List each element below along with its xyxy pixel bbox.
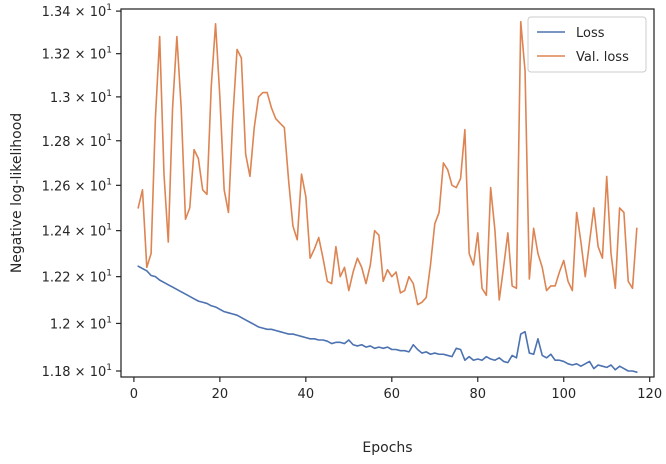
x-tick-label: 20 bbox=[212, 387, 229, 402]
x-tick-label: 100 bbox=[551, 387, 576, 402]
y-tick-label: 1.22 × 101 bbox=[42, 269, 112, 286]
y-tick-label: 1.34 × 101 bbox=[42, 3, 112, 20]
series-line-loss bbox=[137, 265, 638, 374]
y-axis: 1.18 × 101 1.2 × 101 1.22 × 101 1.24 × 101 1… bbox=[42, 3, 121, 380]
y-axis-label: Negative log-likelihood bbox=[9, 113, 25, 273]
x-tick-label: 80 bbox=[469, 387, 486, 402]
series-line-val-loss bbox=[137, 20, 638, 306]
y-tick-label: 1.26 × 101 bbox=[42, 177, 112, 194]
x-tick-label: 120 bbox=[637, 387, 662, 402]
legend: Loss Val. loss bbox=[527, 16, 647, 73]
y-tick-label: 1.2 × 101 bbox=[50, 315, 112, 332]
y-tick-label: 1.32 × 101 bbox=[42, 46, 112, 63]
plot-area bbox=[137, 20, 638, 374]
x-axis: 0 20 40 60 80 100 120 bbox=[130, 377, 662, 402]
y-tick-label: 1.18 × 101 bbox=[42, 363, 112, 380]
x-tick-label: 40 bbox=[298, 387, 315, 402]
legend-label-val-loss: Val. loss bbox=[576, 50, 629, 65]
y-tick-label: 1.3 × 101 bbox=[50, 89, 112, 106]
x-tick-label: 0 bbox=[130, 387, 138, 402]
axes-frame bbox=[120, 8, 655, 378]
y-tick-label: 1.28 × 101 bbox=[42, 133, 112, 150]
legend-label-loss: Loss bbox=[576, 26, 605, 41]
x-axis-label: Epochs bbox=[362, 440, 412, 456]
y-tick-label: 1.24 × 101 bbox=[42, 223, 112, 240]
x-tick-label: 60 bbox=[384, 387, 401, 402]
legend-box bbox=[527, 16, 647, 73]
